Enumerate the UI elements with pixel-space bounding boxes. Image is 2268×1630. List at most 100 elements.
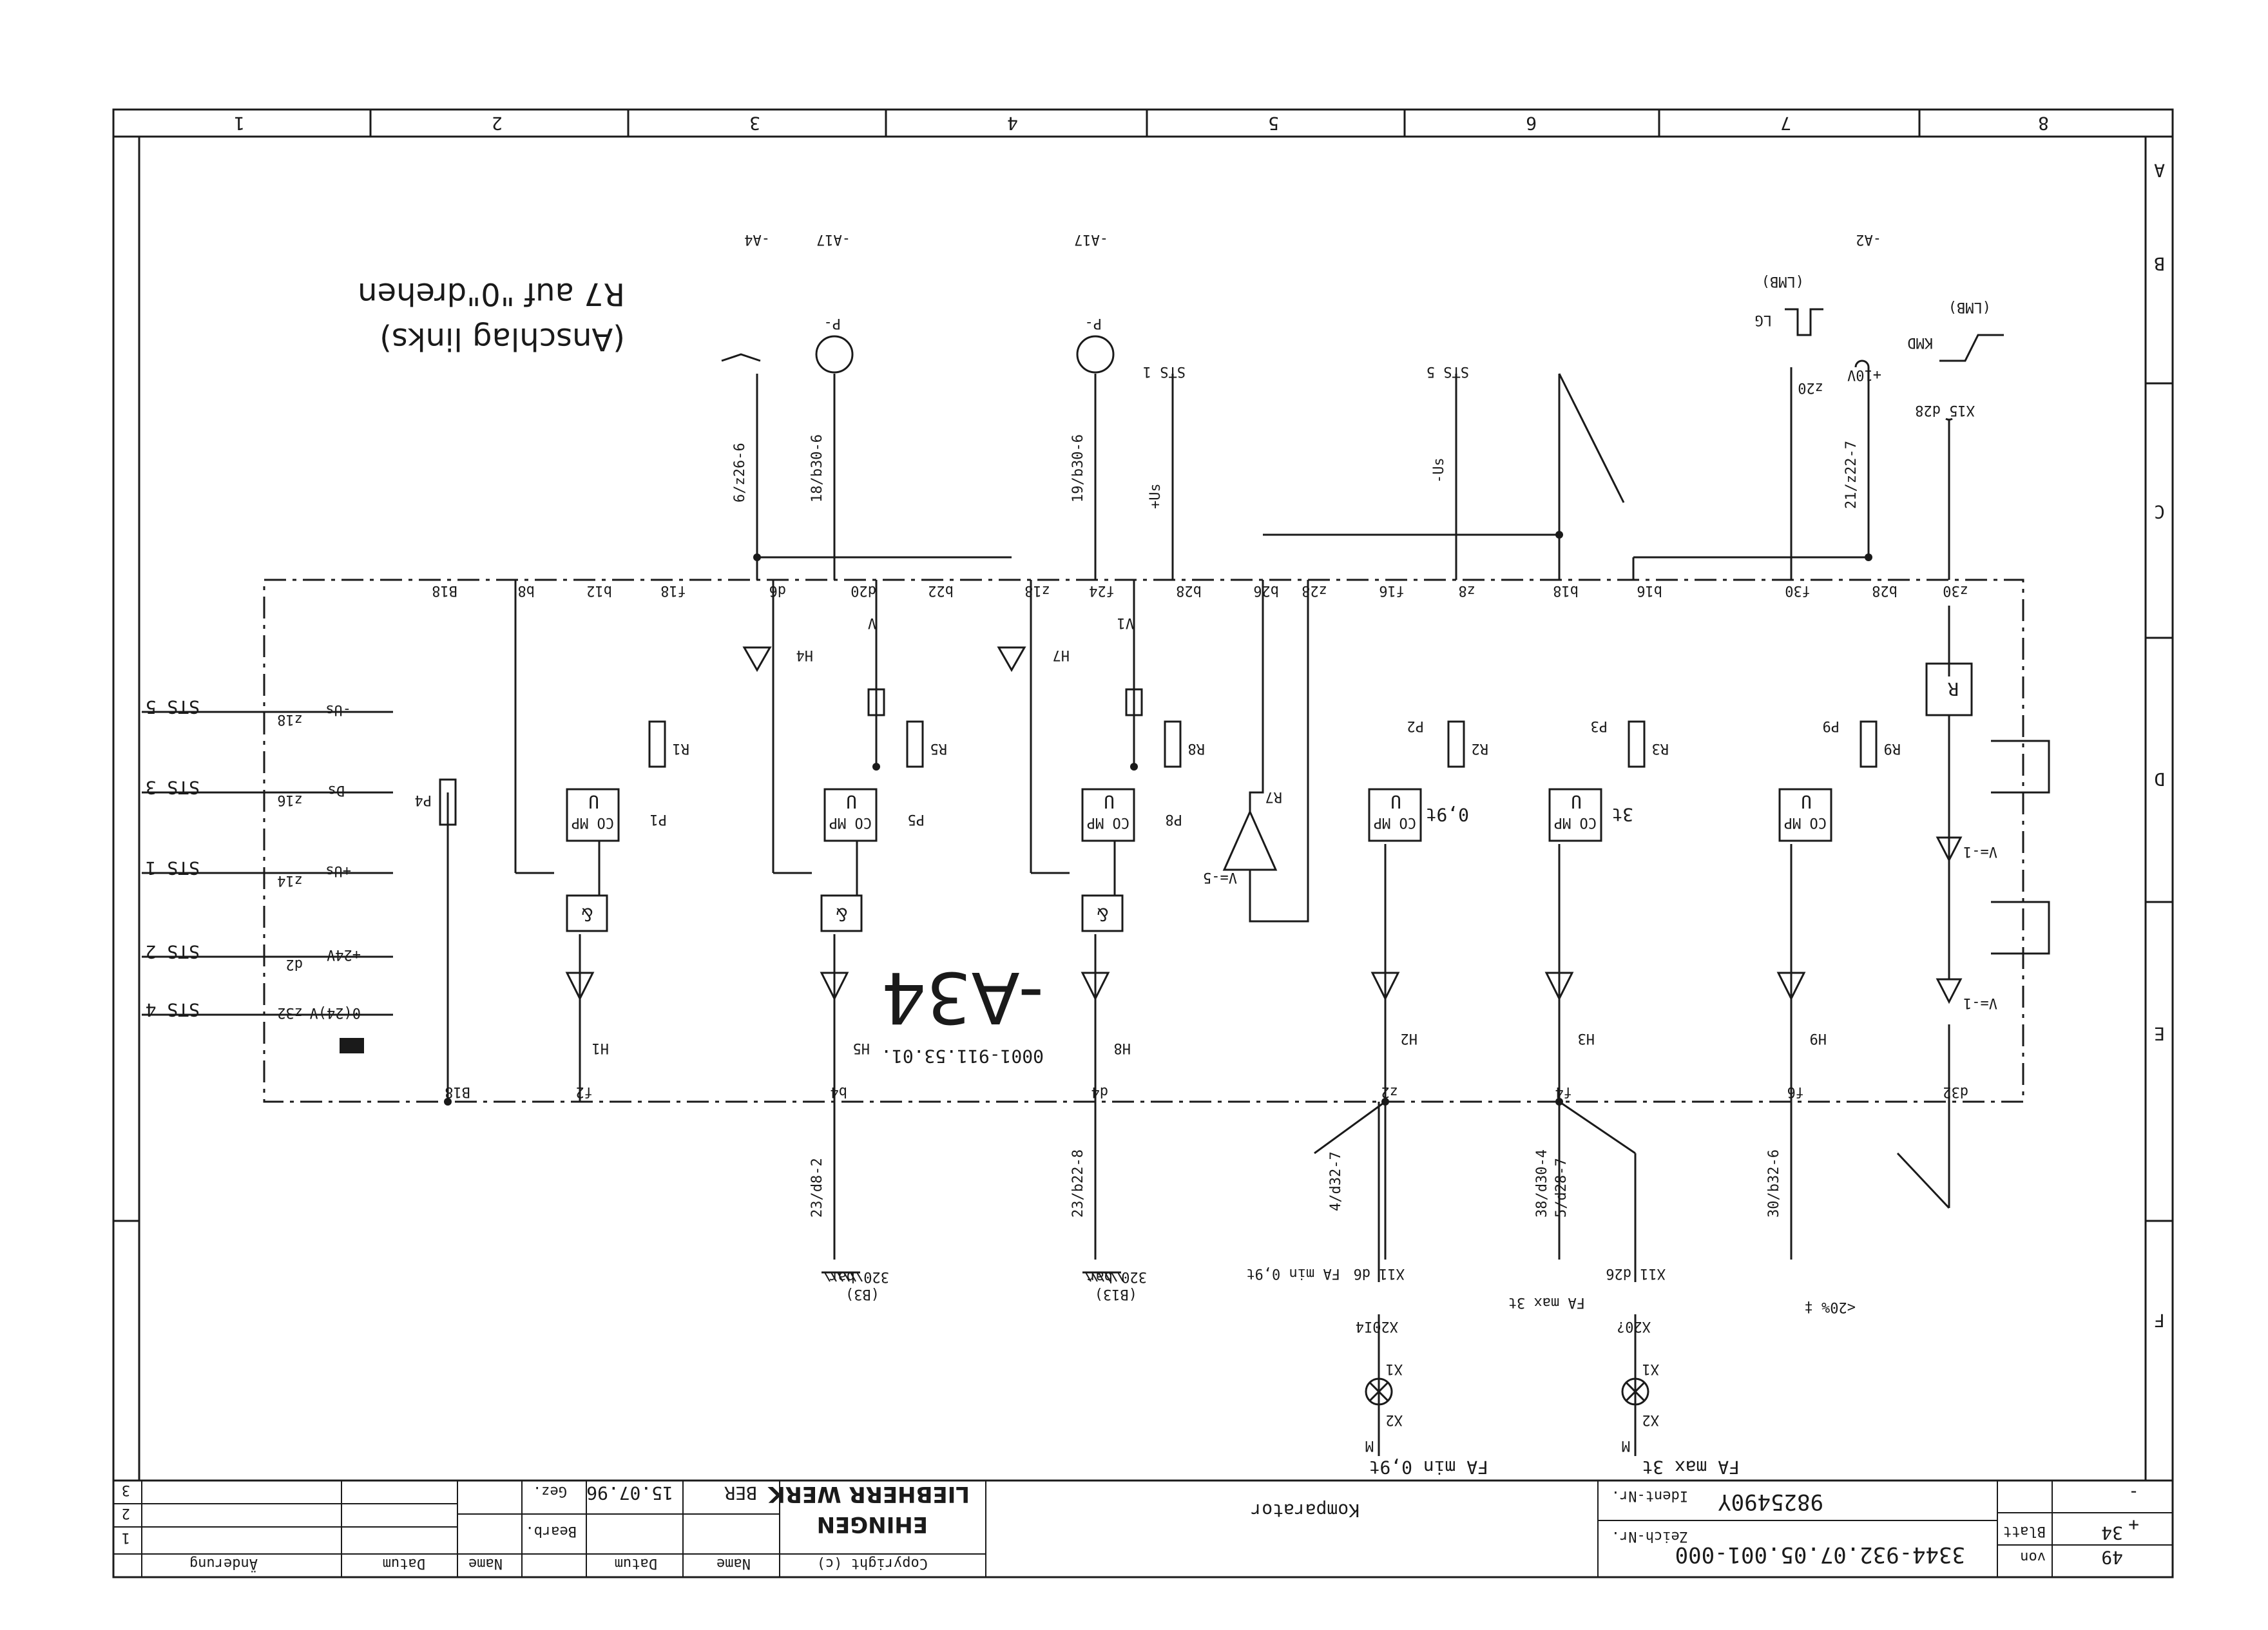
pin-bot-z8: z8 xyxy=(1459,582,1476,599)
sts5-bottom-label: STS 5 xyxy=(1427,363,1469,379)
rev-row-2: 2 xyxy=(122,1505,130,1521)
cmp-sym-3: U xyxy=(1390,791,1401,812)
pin-bot-B18: B18 xyxy=(432,582,457,599)
channel-4 xyxy=(997,580,1135,1001)
gez-label: Gez. xyxy=(533,1483,567,1499)
pot-r7: R7 xyxy=(1265,789,1283,805)
bearb-label: Bearb. xyxy=(526,1523,577,1539)
a17-label-2: -A17 xyxy=(816,231,850,247)
cmp-sym-1: U xyxy=(1801,791,1812,812)
p-label-1: P1 xyxy=(650,811,668,827)
amp-label-1: V=-1 xyxy=(1963,995,1997,1011)
pin-top-f6: f6 xyxy=(1787,1084,1805,1100)
drawing-title: Komparator xyxy=(1251,1500,1360,1521)
plus10-label: +10V xyxy=(1847,367,1881,383)
m-label-left: M xyxy=(1622,1437,1630,1453)
z16-label: z16 xyxy=(277,792,303,808)
z20-label: z20 xyxy=(1798,379,1823,396)
z14-label: z14 xyxy=(277,872,303,888)
zeich-nr-value: 3344-932.07.05.001-000 xyxy=(1675,1542,1965,1568)
x20-14-label: X20I4 xyxy=(1356,1318,1398,1334)
zeich-nr-label: Zeich-Nr. xyxy=(1611,1528,1688,1544)
pin-bot-b22: b22 xyxy=(928,582,954,599)
sts3-label: STS 3 xyxy=(146,777,200,798)
fa-max-3t-label: FA max 3t xyxy=(1508,1294,1585,1310)
p-minus-label-1: P- xyxy=(1085,315,1102,331)
cmp-sym-6: U xyxy=(588,791,599,812)
led-h4: H4 xyxy=(796,647,814,663)
x2-label-left: X2 xyxy=(1642,1412,1660,1428)
pin-bot-b28: b28 xyxy=(1872,582,1898,599)
p-label-2: P2 xyxy=(1407,718,1425,734)
v1-label: V1 xyxy=(1117,615,1135,631)
wire-label-8: 19/b30-6 xyxy=(1070,434,1086,503)
col-3: 3 xyxy=(749,113,760,134)
pot-r1: R1 xyxy=(673,740,690,756)
pin-bot-f16: f16 xyxy=(1379,582,1405,599)
junction-dots xyxy=(444,531,1872,1106)
led-h2: H2 xyxy=(1401,1030,1418,1046)
von-value: 49 xyxy=(2101,1547,2123,1568)
channel-2 xyxy=(1544,788,1602,1001)
wire-label-5: 23/b22-8 xyxy=(1070,1149,1086,1218)
col-8: 8 xyxy=(2038,113,2049,134)
z18-label: z18 xyxy=(277,711,303,727)
sts5-label: STS 5 xyxy=(146,696,200,718)
p24-label: +24V xyxy=(327,946,361,963)
row-c: C xyxy=(2154,501,2165,523)
row-a: A xyxy=(2154,160,2165,181)
led-h3: H3 xyxy=(1578,1030,1595,1046)
cmp-value-3t: 3t xyxy=(1611,804,1633,825)
and-gate-2: & xyxy=(836,904,847,925)
company-line2: EHINGEN xyxy=(817,1511,928,1537)
lmb-label-1: (LMB) xyxy=(1948,299,1991,315)
fa-max-label: FA max 3t xyxy=(1642,1457,1740,1478)
pin-bot-z30: z30 xyxy=(1943,582,1968,599)
name-col-label: Name xyxy=(716,1555,751,1571)
pin-top-b18: B18 xyxy=(445,1084,470,1100)
cmp-label-6: CO MP xyxy=(572,814,614,830)
module-part-number: 0001-911.53.01. xyxy=(881,1046,1044,1067)
amp-label-3: V=-5 xyxy=(1203,869,1237,885)
module-boundary xyxy=(263,579,2024,1103)
x1-label-right: X1 xyxy=(1386,1361,1403,1377)
rev-aenderung-label: Änderung xyxy=(189,1555,258,1572)
wire-label-10: 6/z26-6 xyxy=(732,443,748,503)
pus-label: +Us xyxy=(325,863,351,879)
pin-bot-d20: d20 xyxy=(850,582,876,599)
row-f: F xyxy=(2154,1310,2165,1331)
r-box-label: R xyxy=(1948,678,1959,700)
sts4-label: STS 4 xyxy=(146,999,200,1021)
col-4: 4 xyxy=(1007,113,1018,134)
gez-name: BER xyxy=(724,1482,757,1504)
pin-bot-z28: z28 xyxy=(1302,582,1327,599)
minus-us-label: -Us xyxy=(1431,457,1447,483)
led-labels: H9 H3 H2 H8 H5 H1 H7 H4 xyxy=(592,647,1827,1056)
pin-bot-b28b: b28 xyxy=(1176,582,1202,599)
ident-nr-value: 9825490Y xyxy=(1718,1489,1823,1515)
kmd-label: KMD xyxy=(1907,334,1933,350)
right-connectors xyxy=(142,711,393,1053)
led-h8: H8 xyxy=(1114,1040,1131,1056)
cmp-label-4: CO MP xyxy=(1087,814,1129,830)
bottom-pin-labels: z30 b28 f30 b16 b18 z8 f16 z28 b26 b28 f… xyxy=(432,582,1968,599)
x20-7-label: X20? xyxy=(1617,1318,1651,1334)
title-block xyxy=(112,1479,2174,1578)
lmb-label-2: (LMB) xyxy=(1762,273,1804,289)
pin-top-z2: z2 xyxy=(1381,1084,1399,1100)
x15-label: X15 d28 xyxy=(1915,402,1975,418)
row-d: D xyxy=(2154,769,2165,790)
right-side-labels: STS 4 STS 2 STS 1 STS 3 STS 5 z32 d2 z14… xyxy=(146,696,361,1021)
col-6: 6 xyxy=(1526,113,1537,134)
pin-bot-b8: b8 xyxy=(518,582,535,599)
gez-date: 15.07.96 xyxy=(586,1482,673,1504)
x2-label-right: X2 xyxy=(1386,1412,1403,1428)
channel-6 xyxy=(514,580,620,1001)
sts1-bottom-label: STS 1 xyxy=(1143,363,1186,379)
blatt-value: 34 xyxy=(2101,1522,2123,1544)
bottom-labels: X15 d28 +10V z20 STS 5 -Us STS 1 +Us V1 … xyxy=(744,231,1991,631)
p-label-5: P5 xyxy=(908,811,925,827)
x11-d6-label: X11 d6 xyxy=(1354,1265,1405,1281)
wire-label-7: 21/z22-7 xyxy=(1843,441,1860,509)
